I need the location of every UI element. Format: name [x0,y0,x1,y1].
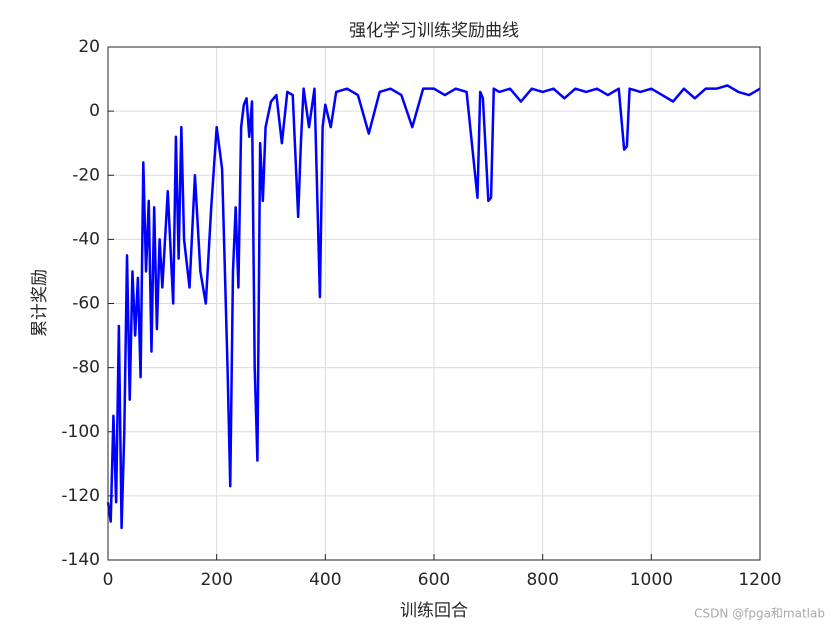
y-tick-label: -60 [72,294,100,314]
data-line [106,84,761,530]
x-tick-label: 1200 [738,570,781,590]
x-tick-label: 800 [526,570,558,590]
x-tick-label: 600 [418,570,450,590]
x-axis-label: 训练回合 [400,601,468,621]
axes-box [107,46,761,561]
y-tick-label: -140 [61,550,100,570]
y-tick-label: -40 [72,229,100,249]
x-tick-label: 0 [103,570,114,590]
watermark: CSDN @fpga和matlab [694,607,825,621]
chart-title: 强化学习训练奖励曲线 [349,21,519,41]
y-tick-label: -80 [72,358,100,378]
y-tick-label: -100 [61,422,100,442]
y-tick-label: -20 [72,165,100,185]
y-tick-label: 20 [78,37,100,57]
x-tick-label: 400 [309,570,341,590]
y-axis-label: 累计奖励 [30,269,50,337]
x-tick-label: 1000 [630,570,673,590]
y-tick-label: 0 [89,101,100,121]
y-tick-label: -120 [61,486,100,506]
x-tick-label: 200 [200,570,232,590]
